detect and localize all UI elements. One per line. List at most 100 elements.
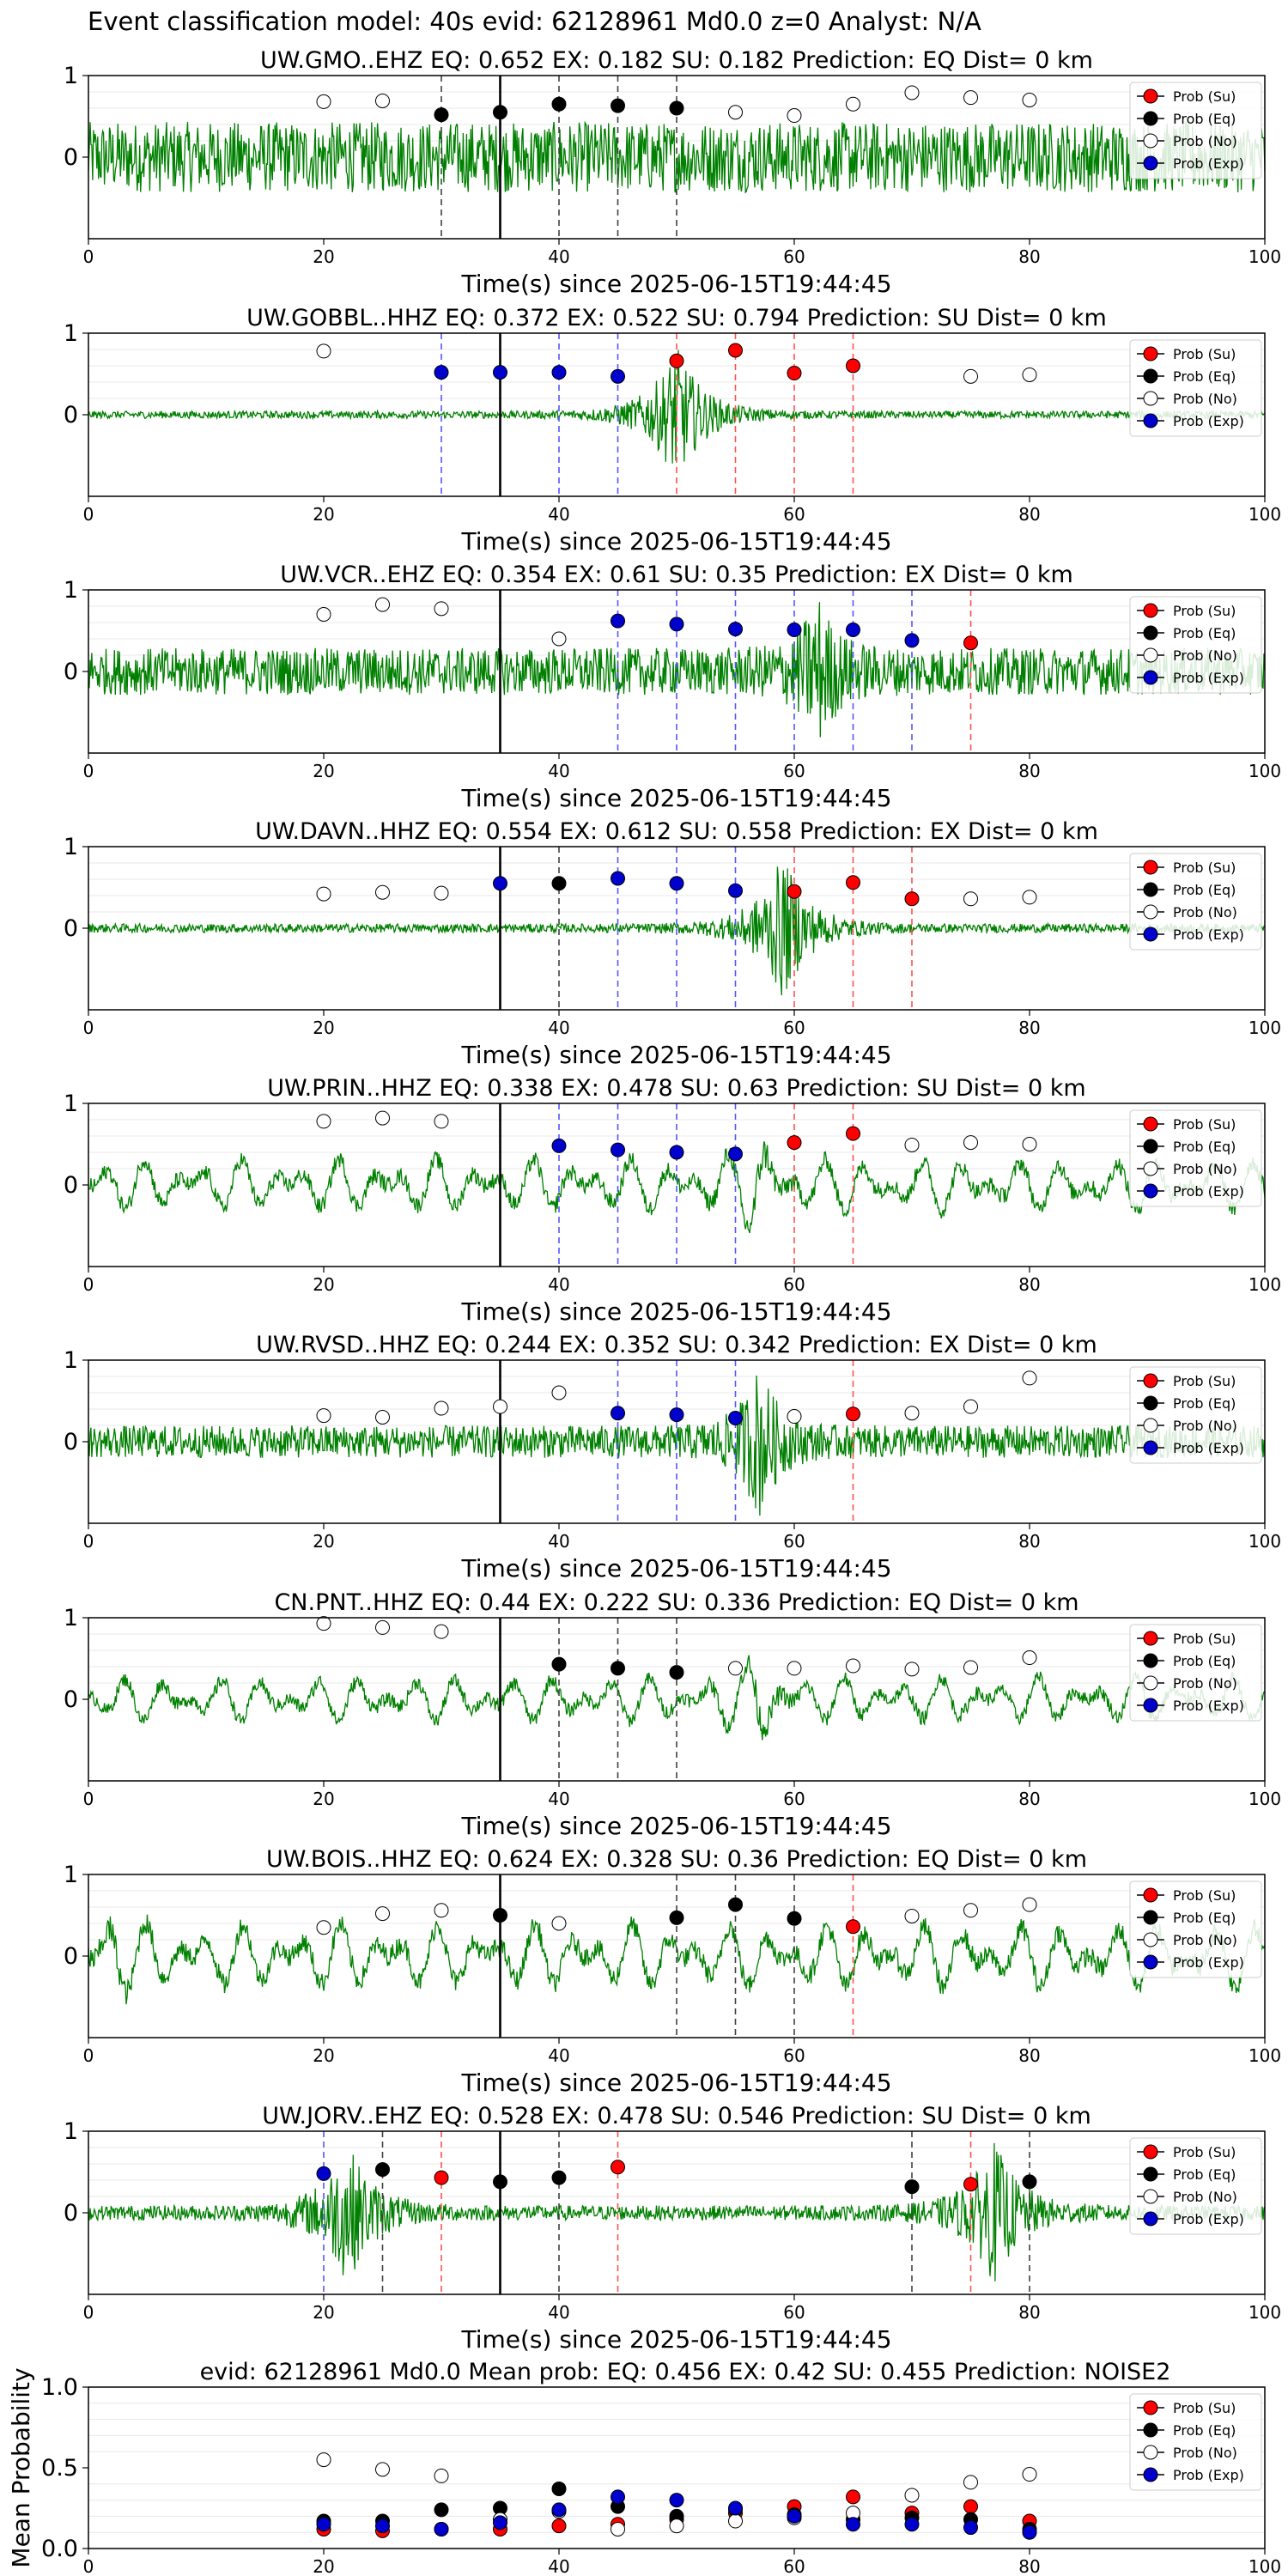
point-no (1022, 1137, 1037, 1151)
legend-label: Prob (Exp) (1173, 413, 1244, 429)
legend-marker (1143, 1373, 1158, 1388)
point-exp (669, 1145, 684, 1160)
legend-label: Prob (No) (1173, 133, 1237, 149)
point-no (846, 96, 860, 112)
point-no (434, 601, 449, 617)
x-tick-label: 60 (783, 246, 805, 267)
legend-marker (1143, 2189, 1158, 2204)
y-tick-label: 1.0 (41, 2374, 78, 2401)
x-tick-label: 40 (548, 761, 569, 781)
legend: Prob (Su) Prob (Eq) Prob (No) Prob (Exp) (1129, 339, 1262, 437)
point-eq (434, 107, 449, 123)
x-tick-label: 80 (1018, 1531, 1040, 1552)
x-tick-label: 60 (783, 504, 805, 525)
point-eq (611, 98, 625, 113)
legend-marker (1143, 2166, 1158, 2182)
point-no (316, 1408, 331, 1424)
point-exp (611, 613, 625, 629)
point-su (787, 1135, 802, 1151)
waveform-trace (88, 2142, 1266, 2281)
x-tick-label: 20 (313, 1018, 334, 1038)
x-tick-label: 80 (1018, 246, 1040, 267)
x-tick-label: 100 (1249, 246, 1281, 267)
legend-box (1129, 339, 1262, 437)
legend-marker (1143, 1631, 1158, 1646)
x-tick-label: 40 (548, 504, 569, 525)
x-tick-label: 20 (313, 1531, 334, 1552)
x-tick-label: 60 (783, 1018, 805, 1038)
point-su (728, 343, 743, 358)
point-no (493, 1399, 507, 1414)
legend-marker (1143, 1887, 1158, 1903)
x-tick-label: 80 (1018, 1018, 1040, 1038)
x-tick-label: 100 (1249, 2302, 1281, 2323)
x-tick-label: 20 (313, 246, 334, 267)
x-tick-label: 0 (83, 2556, 94, 2576)
subplot-10: evid: 62128961 Md0.0 Mean prob: EQ: 0.45… (7, 2359, 1281, 2576)
point-no (1022, 1650, 1037, 1666)
legend-label: Prob (Su) (1173, 1887, 1236, 1904)
point-no (787, 108, 802, 124)
legend: Prob (Su) Prob (Eq) Prob (No) Prob (Exp) (1129, 1880, 1262, 1978)
point-su (846, 358, 860, 374)
legend-marker (1143, 2400, 1158, 2415)
point-exp (787, 623, 802, 638)
point-su (846, 1406, 860, 1422)
legend-label: Prob (Exp) (1173, 927, 1244, 943)
legend: Prob (Su) Prob (Eq) Prob (No) Prob (Exp) (1129, 1109, 1262, 1207)
subplot-title: UW.PRIN..HHZ EQ: 0.338 EX: 0.478 SU: 0.6… (267, 1075, 1085, 1102)
legend-marker (1143, 647, 1158, 663)
x-tick-label: 20 (313, 504, 334, 525)
x-tick-label: 0 (83, 2302, 94, 2323)
legend-marker (1143, 1653, 1158, 1668)
point-no (375, 1410, 390, 1425)
mean-point-exp (787, 2508, 802, 2524)
point-no (728, 1661, 743, 1676)
x-tick-label: 100 (1249, 2556, 1281, 2576)
point-exp (669, 1407, 684, 1423)
legend: Prob (Su) Prob (Eq) Prob (No) Prob (Exp) (1129, 1366, 1262, 1464)
subplot-1: UW.GMO..EHZ EQ: 0.652 EX: 0.182 SU: 0.18… (64, 47, 1281, 298)
x-axis-label: Time(s) since 2025-06-15T19:44:45 (460, 1554, 891, 1583)
mean-point-no (611, 2521, 625, 2537)
point-eq (611, 1661, 625, 1676)
x-axis-label: Time(s) since 2025-06-15T19:44:45 (460, 2325, 891, 2354)
legend-label: Prob (Eq) (1173, 111, 1236, 127)
subplot-5: UW.PRIN..HHZ EQ: 0.338 EX: 0.478 SU: 0.6… (64, 1075, 1281, 1326)
legend-label: Prob (No) (1173, 1161, 1237, 1177)
legend-marker (1143, 368, 1158, 384)
subplot-title: CN.PNT..HHZ EQ: 0.44 EX: 0.222 SU: 0.336… (274, 1589, 1078, 1616)
legend-marker (1143, 413, 1158, 428)
point-eq (728, 1897, 743, 1912)
legend-label: Prob (Exp) (1173, 1183, 1244, 1200)
point-eq (551, 96, 567, 112)
legend-label: Prob (Su) (1173, 346, 1236, 362)
point-no (551, 1385, 567, 1400)
legend-label: Prob (Eq) (1173, 1653, 1236, 1669)
legend-label: Prob (Eq) (1173, 1139, 1236, 1155)
x-tick-label: 0 (83, 1274, 94, 1295)
x-tick-label: 40 (548, 246, 569, 267)
mean-point-eq (434, 2502, 449, 2518)
y-tick-label: 1 (64, 63, 78, 89)
x-axis-label: Time(s) since 2025-06-15T19:44:45 (460, 1041, 891, 1069)
legend-label: Prob (No) (1173, 2445, 1237, 2461)
legend-marker (1143, 1910, 1158, 1925)
point-eq (787, 1911, 802, 1926)
y-axis-label: Mean Probability (7, 2367, 35, 2567)
legend-label: Prob (Su) (1173, 2400, 1236, 2416)
legend-label: Prob (Eq) (1173, 2166, 1236, 2183)
x-tick-label: 80 (1018, 1789, 1040, 1809)
point-no (904, 1662, 920, 1677)
mean-point-no (963, 2475, 978, 2490)
y-tick-label: 1 (64, 2118, 78, 2145)
legend-label: Prob (Su) (1173, 2144, 1236, 2160)
mean-point-exp (611, 2489, 625, 2505)
mean-point-exp (846, 2517, 860, 2532)
point-no (787, 1661, 802, 1676)
x-tick-label: 60 (783, 1531, 805, 1552)
point-no (963, 1399, 978, 1414)
mean-point-exp (434, 2521, 449, 2537)
x-tick-label: 100 (1249, 504, 1281, 525)
